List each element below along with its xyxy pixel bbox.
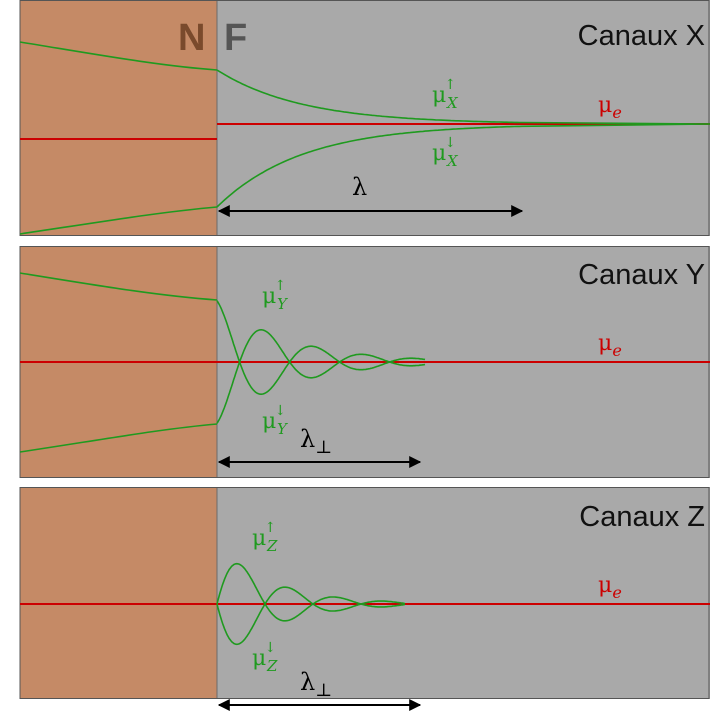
panel-title: Canaux Y: [578, 259, 705, 291]
ferromagnet-region: [217, 0, 710, 236]
spin-down-curve-n: [19, 206, 218, 235]
spin-up-curve-n: [19, 272, 218, 301]
panel-border: [19, 487, 710, 699]
panel-z: Canaux Z μ↑ Z μ↓ Z μe λ⊥: [19, 487, 710, 711]
mu-down-label: μ↓ Z: [252, 640, 278, 675]
mu-e-label: μe: [598, 573, 622, 602]
panel-border: [19, 0, 710, 236]
spin-down-curve: [216, 329, 426, 424]
length-label: λ⊥: [300, 668, 332, 701]
panel-y: Canaux Y μ↑ Y μ↓ Y μe λ⊥: [19, 246, 710, 478]
mu-up-label: μ↑ X: [432, 77, 459, 112]
normal-metal-region: [20, 487, 217, 699]
spin-up-curve: [216, 69, 710, 125]
mu-e-label: μe: [598, 93, 622, 122]
spin-down-curve-n: [19, 423, 218, 453]
mu-down-label: μ↓ X: [432, 135, 459, 170]
mu-e-label: μe: [598, 331, 622, 360]
normal-metal-region: [20, 0, 217, 236]
mu-down-label: μ↓ Y: [262, 403, 289, 438]
panel-x: N F Canaux X μ↑ X μ↓ X μe λ: [19, 0, 710, 236]
spin-up-curve: [216, 562, 406, 622]
spin-down-curve: [216, 586, 406, 646]
length-label: λ⊥: [300, 425, 332, 458]
length-label: λ: [352, 173, 367, 201]
layer-label-n: N: [178, 17, 205, 59]
spin-up-curve-n: [19, 41, 218, 71]
panel-title: Canaux X: [578, 20, 705, 52]
mu-up-label: μ↑ Y: [262, 278, 289, 313]
spin-down-curve: [216, 123, 710, 208]
layer-label-f: F: [224, 17, 247, 59]
mu-up-label: μ↑ Z: [252, 520, 278, 555]
panel-title: Canaux Z: [579, 501, 705, 533]
